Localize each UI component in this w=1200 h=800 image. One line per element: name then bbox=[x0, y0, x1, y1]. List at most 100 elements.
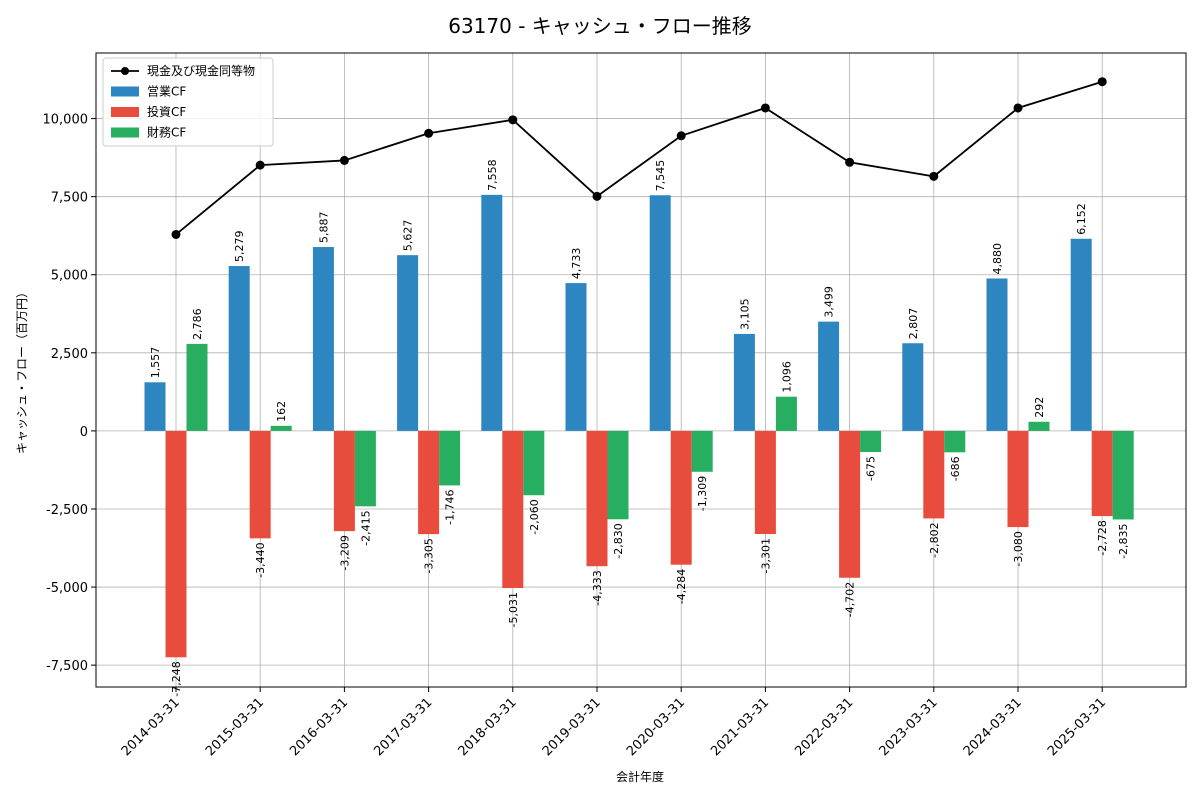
data-label: -1,309 bbox=[696, 476, 709, 511]
x-tick-label: 2023-03-31 bbox=[877, 695, 941, 759]
cash-line bbox=[171, 77, 1107, 239]
cash-line-point bbox=[424, 128, 434, 138]
legend-label: 投資CF bbox=[147, 104, 186, 119]
bar-投資CF-2022-03-31 bbox=[839, 430, 861, 578]
cash-line-point bbox=[760, 103, 770, 113]
data-label: 6,152 bbox=[1075, 203, 1088, 235]
data-label: -3,305 bbox=[423, 538, 436, 573]
cash-line-point bbox=[845, 157, 855, 167]
data-label: 7,558 bbox=[486, 159, 499, 191]
bar-投資CF-2025-03-31 bbox=[1091, 430, 1113, 517]
x-tick-label: 2020-03-31 bbox=[624, 695, 688, 759]
legend-swatch bbox=[111, 127, 139, 138]
data-label: 1,096 bbox=[780, 361, 793, 393]
bar-財務CF-2024-03-31 bbox=[1028, 421, 1050, 431]
bar-財務CF-2016-03-31 bbox=[354, 430, 376, 507]
y-tick-label: -5,000 bbox=[46, 581, 88, 596]
x-axis-label: 会計年度 bbox=[616, 769, 664, 784]
bar-営業CF-2017-03-31 bbox=[397, 255, 419, 431]
bar-営業CF-2020-03-31 bbox=[649, 195, 671, 431]
y-tick-label: 5,000 bbox=[51, 269, 88, 284]
x-tick-label: 2016-03-31 bbox=[287, 695, 351, 759]
bar-投資CF-2019-03-31 bbox=[586, 430, 608, 567]
bar-財務CF-2015-03-31 bbox=[270, 425, 292, 431]
chart-title: 63170 - キャッシュ・フロー推移 bbox=[448, 14, 752, 38]
x-tick-label: 2019-03-31 bbox=[540, 695, 604, 759]
bar-営業CF-2023-03-31 bbox=[902, 343, 924, 431]
data-label: 5,887 bbox=[317, 212, 330, 244]
legend-swatch bbox=[111, 107, 139, 117]
bar-投資CF-2020-03-31 bbox=[670, 430, 692, 565]
bar-財務CF-2022-03-31 bbox=[860, 430, 882, 452]
bar-営業CF-2024-03-31 bbox=[986, 278, 1008, 431]
bar-営業CF-2018-03-31 bbox=[481, 194, 503, 431]
x-tick-label: 2015-03-31 bbox=[203, 695, 267, 759]
data-label: -2,415 bbox=[359, 510, 372, 545]
data-label: 292 bbox=[1033, 397, 1046, 418]
y-tick-label: -2,500 bbox=[46, 503, 88, 518]
legend-label: 営業CF bbox=[147, 85, 186, 99]
data-label: 4,733 bbox=[570, 248, 583, 280]
bars bbox=[144, 194, 1134, 658]
bar-財務CF-2017-03-31 bbox=[439, 430, 461, 486]
y-tick-label: 7,500 bbox=[51, 191, 88, 206]
cash-line-point bbox=[508, 115, 518, 125]
data-label: -4,333 bbox=[591, 570, 604, 605]
y-tick-label: -7,500 bbox=[46, 659, 88, 674]
data-labels: 1,557 5,279 5,887 5,627 7,558 4,733 7,545 3,105… bbox=[149, 159, 1130, 696]
x-tick-label: 2021-03-31 bbox=[708, 695, 772, 759]
legend-label: 財務CF bbox=[147, 125, 186, 140]
y-tick-label: 10,000 bbox=[43, 113, 89, 128]
data-label: -3,301 bbox=[759, 538, 772, 573]
bar-営業CF-2016-03-31 bbox=[312, 247, 334, 431]
data-label: -3,440 bbox=[254, 542, 267, 577]
data-label: 3,105 bbox=[738, 298, 751, 330]
y-tick-label: 0 bbox=[80, 425, 88, 440]
bar-投資CF-2017-03-31 bbox=[418, 430, 440, 535]
bar-営業CF-2014-03-31 bbox=[144, 382, 166, 431]
data-label: -2,728 bbox=[1096, 520, 1109, 555]
legend-swatch bbox=[111, 86, 139, 97]
legend-box bbox=[102, 57, 274, 147]
bar-財務CF-2020-03-31 bbox=[691, 430, 713, 472]
x-tick-label: 2014-03-31 bbox=[119, 695, 183, 759]
bar-財務CF-2019-03-31 bbox=[607, 430, 629, 520]
bar-投資CF-2014-03-31 bbox=[165, 430, 187, 658]
data-label: 4,880 bbox=[991, 243, 1004, 275]
x-tick-label: 2025-03-31 bbox=[1045, 695, 1109, 759]
cash-line-point bbox=[171, 229, 181, 239]
data-label: -686 bbox=[949, 456, 962, 481]
bar-営業CF-2022-03-31 bbox=[818, 321, 840, 431]
data-label: -5,031 bbox=[507, 592, 520, 627]
data-label: 1,557 bbox=[149, 347, 162, 379]
legend-label: 現金及び現金同等物 bbox=[147, 63, 255, 78]
data-label: 7,545 bbox=[654, 160, 667, 192]
bar-営業CF-2015-03-31 bbox=[228, 266, 250, 431]
cash-line-point bbox=[929, 171, 939, 181]
data-label: -675 bbox=[865, 456, 878, 481]
bar-投資CF-2023-03-31 bbox=[923, 430, 945, 519]
y-axis-label: キャッシュ・フロー（百万円） bbox=[15, 286, 29, 454]
data-label: -2,830 bbox=[612, 523, 625, 558]
axes: -7,500 -5,000 -2,500 0 2,500 5,000 7,500 10,000… bbox=[43, 52, 1187, 759]
bar-投資CF-2016-03-31 bbox=[333, 430, 355, 532]
x-tick-label: 2024-03-31 bbox=[961, 695, 1025, 759]
data-label: -4,702 bbox=[844, 582, 857, 617]
plot-frame bbox=[95, 52, 1187, 688]
cash-line-point bbox=[676, 131, 686, 141]
data-label: 5,279 bbox=[233, 231, 246, 263]
cash-line-point bbox=[1097, 77, 1107, 87]
x-tick-label: 2022-03-31 bbox=[792, 695, 856, 759]
bar-投資CF-2024-03-31 bbox=[1007, 430, 1029, 528]
cash-line-point bbox=[1013, 103, 1023, 113]
bar-財務CF-2014-03-31 bbox=[186, 343, 208, 431]
x-tick-label: 2017-03-31 bbox=[371, 695, 435, 759]
bar-投資CF-2021-03-31 bbox=[754, 430, 776, 534]
data-label: 2,786 bbox=[191, 308, 204, 340]
legend-marker bbox=[121, 67, 129, 75]
data-label: -2,802 bbox=[928, 522, 941, 557]
x-tick-label: 2018-03-31 bbox=[456, 695, 520, 759]
cash-line-point bbox=[255, 160, 265, 170]
cash-line-path bbox=[175, 80, 1103, 236]
